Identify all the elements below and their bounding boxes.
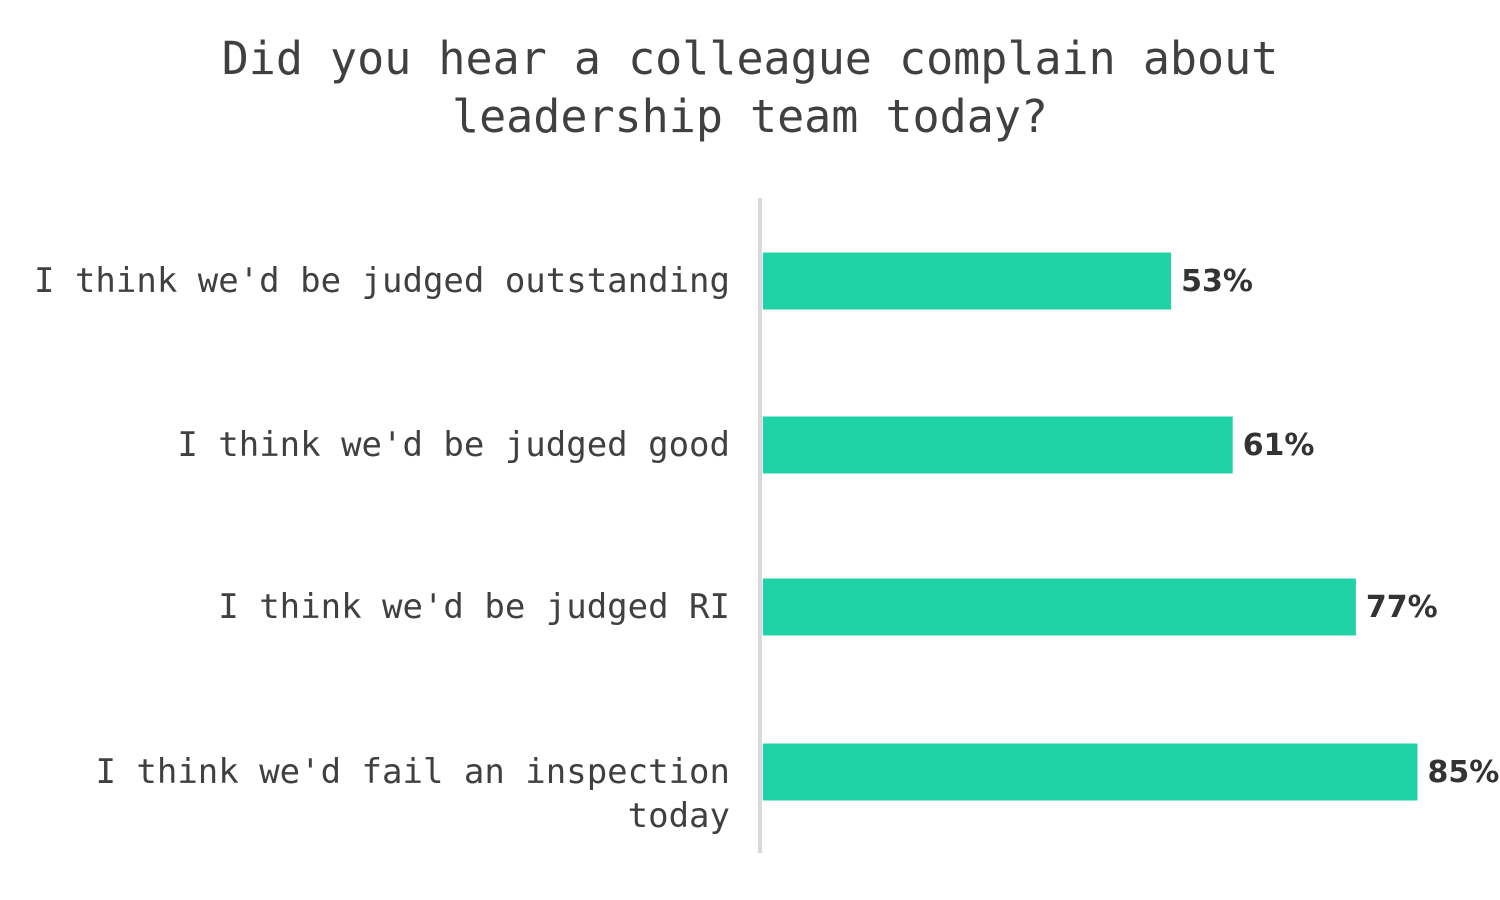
category-label: I think we'd be judged RI (218, 587, 730, 627)
chart-title: Did you hear a colleague complain about … (221, 32, 1279, 143)
value-label: 61% (1242, 427, 1315, 463)
bar (763, 252, 1172, 310)
value-label: 53% (1181, 263, 1253, 299)
category-label: I think we'd be judged outstanding (34, 261, 730, 301)
bar (763, 578, 1356, 636)
bar (763, 416, 1233, 474)
value-label: 77% (1365, 589, 1438, 625)
category-label: I think we'd be judged good (177, 425, 730, 465)
category-label: I think we'd fail an inspection today (95, 752, 730, 836)
bar (763, 743, 1418, 801)
value-label: 85% (1427, 754, 1500, 790)
